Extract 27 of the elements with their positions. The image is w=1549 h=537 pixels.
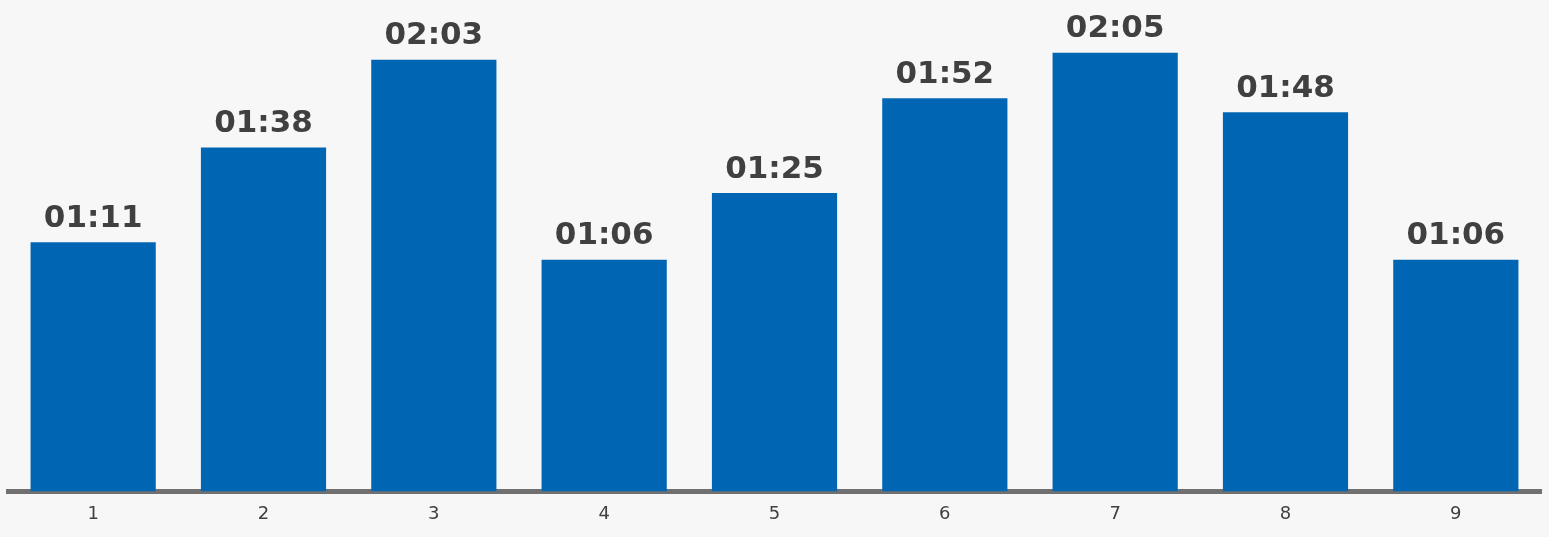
bar: [882, 98, 1008, 492]
x-tick-label: 5: [768, 501, 781, 523]
x-tick-label: 6: [939, 501, 951, 523]
bar: [711, 193, 838, 492]
bar: [1052, 52, 1178, 492]
data-label: 01:38: [214, 102, 313, 139]
data-label: 01:06: [1406, 215, 1506, 252]
x-tick-label: 2: [257, 501, 270, 523]
data-label: 02:03: [384, 15, 484, 52]
data-label: 01:11: [43, 197, 143, 234]
data-label: 01:52: [895, 53, 995, 90]
data-label: 01:06: [554, 215, 654, 252]
bar: [30, 242, 156, 492]
x-tick-label: 9: [1450, 501, 1462, 523]
bar: [541, 259, 667, 492]
data-label: 01:48: [1236, 67, 1335, 104]
bar: [371, 59, 497, 492]
x-tick-label: 7: [1109, 501, 1121, 523]
x-tick-label: 4: [598, 501, 610, 523]
x-tick-label: 8: [1279, 501, 1292, 523]
x-tick-label: 3: [428, 501, 440, 523]
data-label: 01:25: [725, 148, 824, 185]
bar: [1393, 259, 1519, 492]
bar: [1222, 112, 1349, 492]
bar: [200, 147, 327, 492]
data-label: 02:05: [1065, 8, 1165, 45]
x-tick-label: 1: [87, 501, 99, 523]
